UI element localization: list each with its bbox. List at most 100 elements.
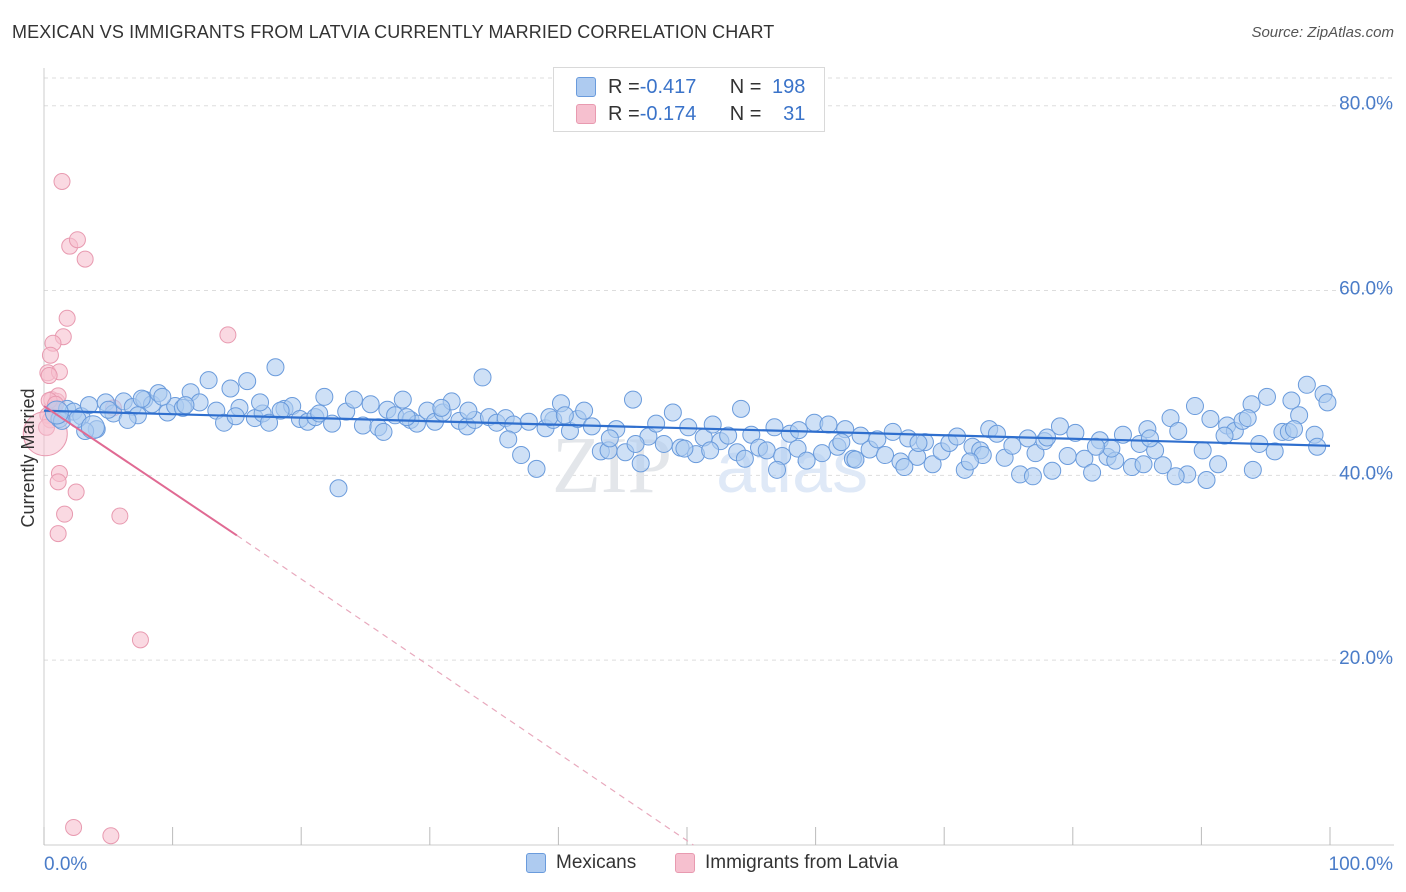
- mexicans-point: [459, 401, 478, 420]
- mexicans-point: [473, 368, 492, 387]
- mexicans-point: [266, 358, 285, 377]
- legend-r-label: R =: [608, 102, 640, 125]
- bottom-legend-swatch-pink: [675, 853, 695, 873]
- legend-n-label: N =: [729, 102, 762, 125]
- mexicans-point: [868, 430, 887, 449]
- mexicans-trend-line: [43, 409, 1331, 447]
- mexicans-point: [1058, 446, 1077, 465]
- legend-row-latvia: R = -0.174 N = 31: [576, 101, 805, 127]
- mexicans-point: [765, 418, 784, 437]
- mexicans-point: [1134, 455, 1153, 474]
- mexicans-point: [397, 408, 416, 427]
- mexicans-point: [1140, 429, 1159, 448]
- mexicans-point: [315, 387, 334, 406]
- mexicans-point: [1185, 397, 1204, 416]
- mexicans-point: [719, 426, 738, 445]
- legend-n-value: 31: [783, 102, 806, 125]
- mexicans-point: [654, 434, 673, 453]
- latvia-point: [40, 367, 58, 385]
- mexicans-point: [1243, 460, 1262, 479]
- mexicans-point: [1050, 417, 1069, 436]
- mexicans-point: [527, 459, 546, 478]
- mexicans-point: [1209, 455, 1228, 474]
- legend-r-label: R =: [608, 75, 640, 98]
- mexicans-point: [1086, 437, 1105, 456]
- latvia-point: [56, 505, 74, 523]
- mexicans-point: [1026, 444, 1045, 463]
- mexicans-point: [575, 401, 594, 420]
- latvia-point: [58, 309, 76, 327]
- mexicans-point: [1169, 422, 1188, 441]
- mexicans-point: [499, 430, 518, 449]
- mexicans-point: [631, 454, 650, 473]
- mexicans-point: [153, 387, 172, 406]
- y-tick-label: 80.0%: [1339, 94, 1393, 115]
- latvia-point: [102, 827, 120, 845]
- mexicans-point: [1075, 449, 1094, 468]
- axes: [43, 68, 1394, 846]
- mexicans-point: [1153, 456, 1172, 475]
- mexicans-point: [176, 396, 195, 415]
- mexicans-point: [675, 439, 694, 458]
- bottom-legend-label-mexicans: Mexicans: [556, 852, 637, 873]
- mexicans-point: [703, 415, 722, 434]
- mexicans-point: [1238, 409, 1257, 428]
- latvia-point: [131, 631, 149, 649]
- mexicans-point: [1043, 461, 1062, 480]
- mexicans-point-large: [80, 415, 105, 440]
- bottom-legend-latvia: Immigrants from Latvia: [675, 852, 898, 874]
- mexicans-point: [329, 479, 348, 498]
- mexicans-point: [623, 390, 642, 409]
- mexicans-point: [819, 415, 838, 434]
- y-tick-label: 60.0%: [1339, 279, 1393, 300]
- mexicans-point: [251, 393, 270, 412]
- legend-r-value: -0.417: [639, 75, 697, 98]
- mexicans-point: [1193, 441, 1212, 460]
- mexicans-point: [432, 398, 451, 417]
- mexicans-point: [832, 433, 851, 452]
- mexicans-point: [1102, 439, 1121, 458]
- mexicans-point: [99, 400, 118, 419]
- bottom-legend: Mexicans Immigrants from Latvia: [0, 852, 1406, 878]
- mexicans-point: [987, 424, 1006, 443]
- mexicans-point: [626, 434, 645, 453]
- mexicans-point: [600, 429, 619, 448]
- mexicans-point: [221, 379, 240, 398]
- latvia-point: [49, 525, 67, 543]
- y-tick-label: 20.0%: [1339, 648, 1393, 669]
- mexicans-point: [1201, 409, 1220, 428]
- mexicans-point: [393, 390, 412, 409]
- mexicans-point: [1166, 467, 1185, 486]
- mexicans-point: [735, 449, 754, 468]
- mexicans-point: [1083, 463, 1102, 482]
- mexicans-point: [555, 406, 574, 425]
- mexicans-point: [344, 390, 363, 409]
- mexicans-point: [876, 446, 895, 465]
- latvia-point: [76, 250, 94, 268]
- mexicans-point: [1066, 423, 1085, 442]
- mexicans-point: [895, 458, 914, 477]
- mexicans-point: [1282, 391, 1301, 410]
- mexicans-point: [813, 444, 832, 463]
- latvia-trend-line: [43, 405, 238, 537]
- latvia-point: [41, 346, 59, 364]
- y-tick-label: 40.0%: [1339, 463, 1393, 484]
- mexicans-point: [132, 389, 151, 408]
- mexicans-point: [540, 408, 559, 427]
- mexicans-point: [701, 441, 720, 460]
- latvia-point: [65, 818, 83, 836]
- mexicans-point: [118, 410, 137, 429]
- latvia-point: [111, 507, 129, 525]
- grid-lines: [44, 77, 1394, 661]
- mexicans-point: [1284, 420, 1303, 439]
- mexicans-point: [199, 371, 218, 390]
- bottom-legend-swatch-blue: [526, 853, 546, 873]
- mexicans-point: [1197, 470, 1216, 489]
- mexicans-point: [647, 414, 666, 433]
- latvia-point: [67, 483, 85, 501]
- mexicans-point: [238, 372, 257, 391]
- series-latvia: [22, 172, 237, 845]
- legend-swatch-pink: [576, 104, 596, 124]
- mexicans-point: [960, 452, 979, 471]
- legend-row-mexicans: R = -0.417 N = 198: [576, 74, 805, 100]
